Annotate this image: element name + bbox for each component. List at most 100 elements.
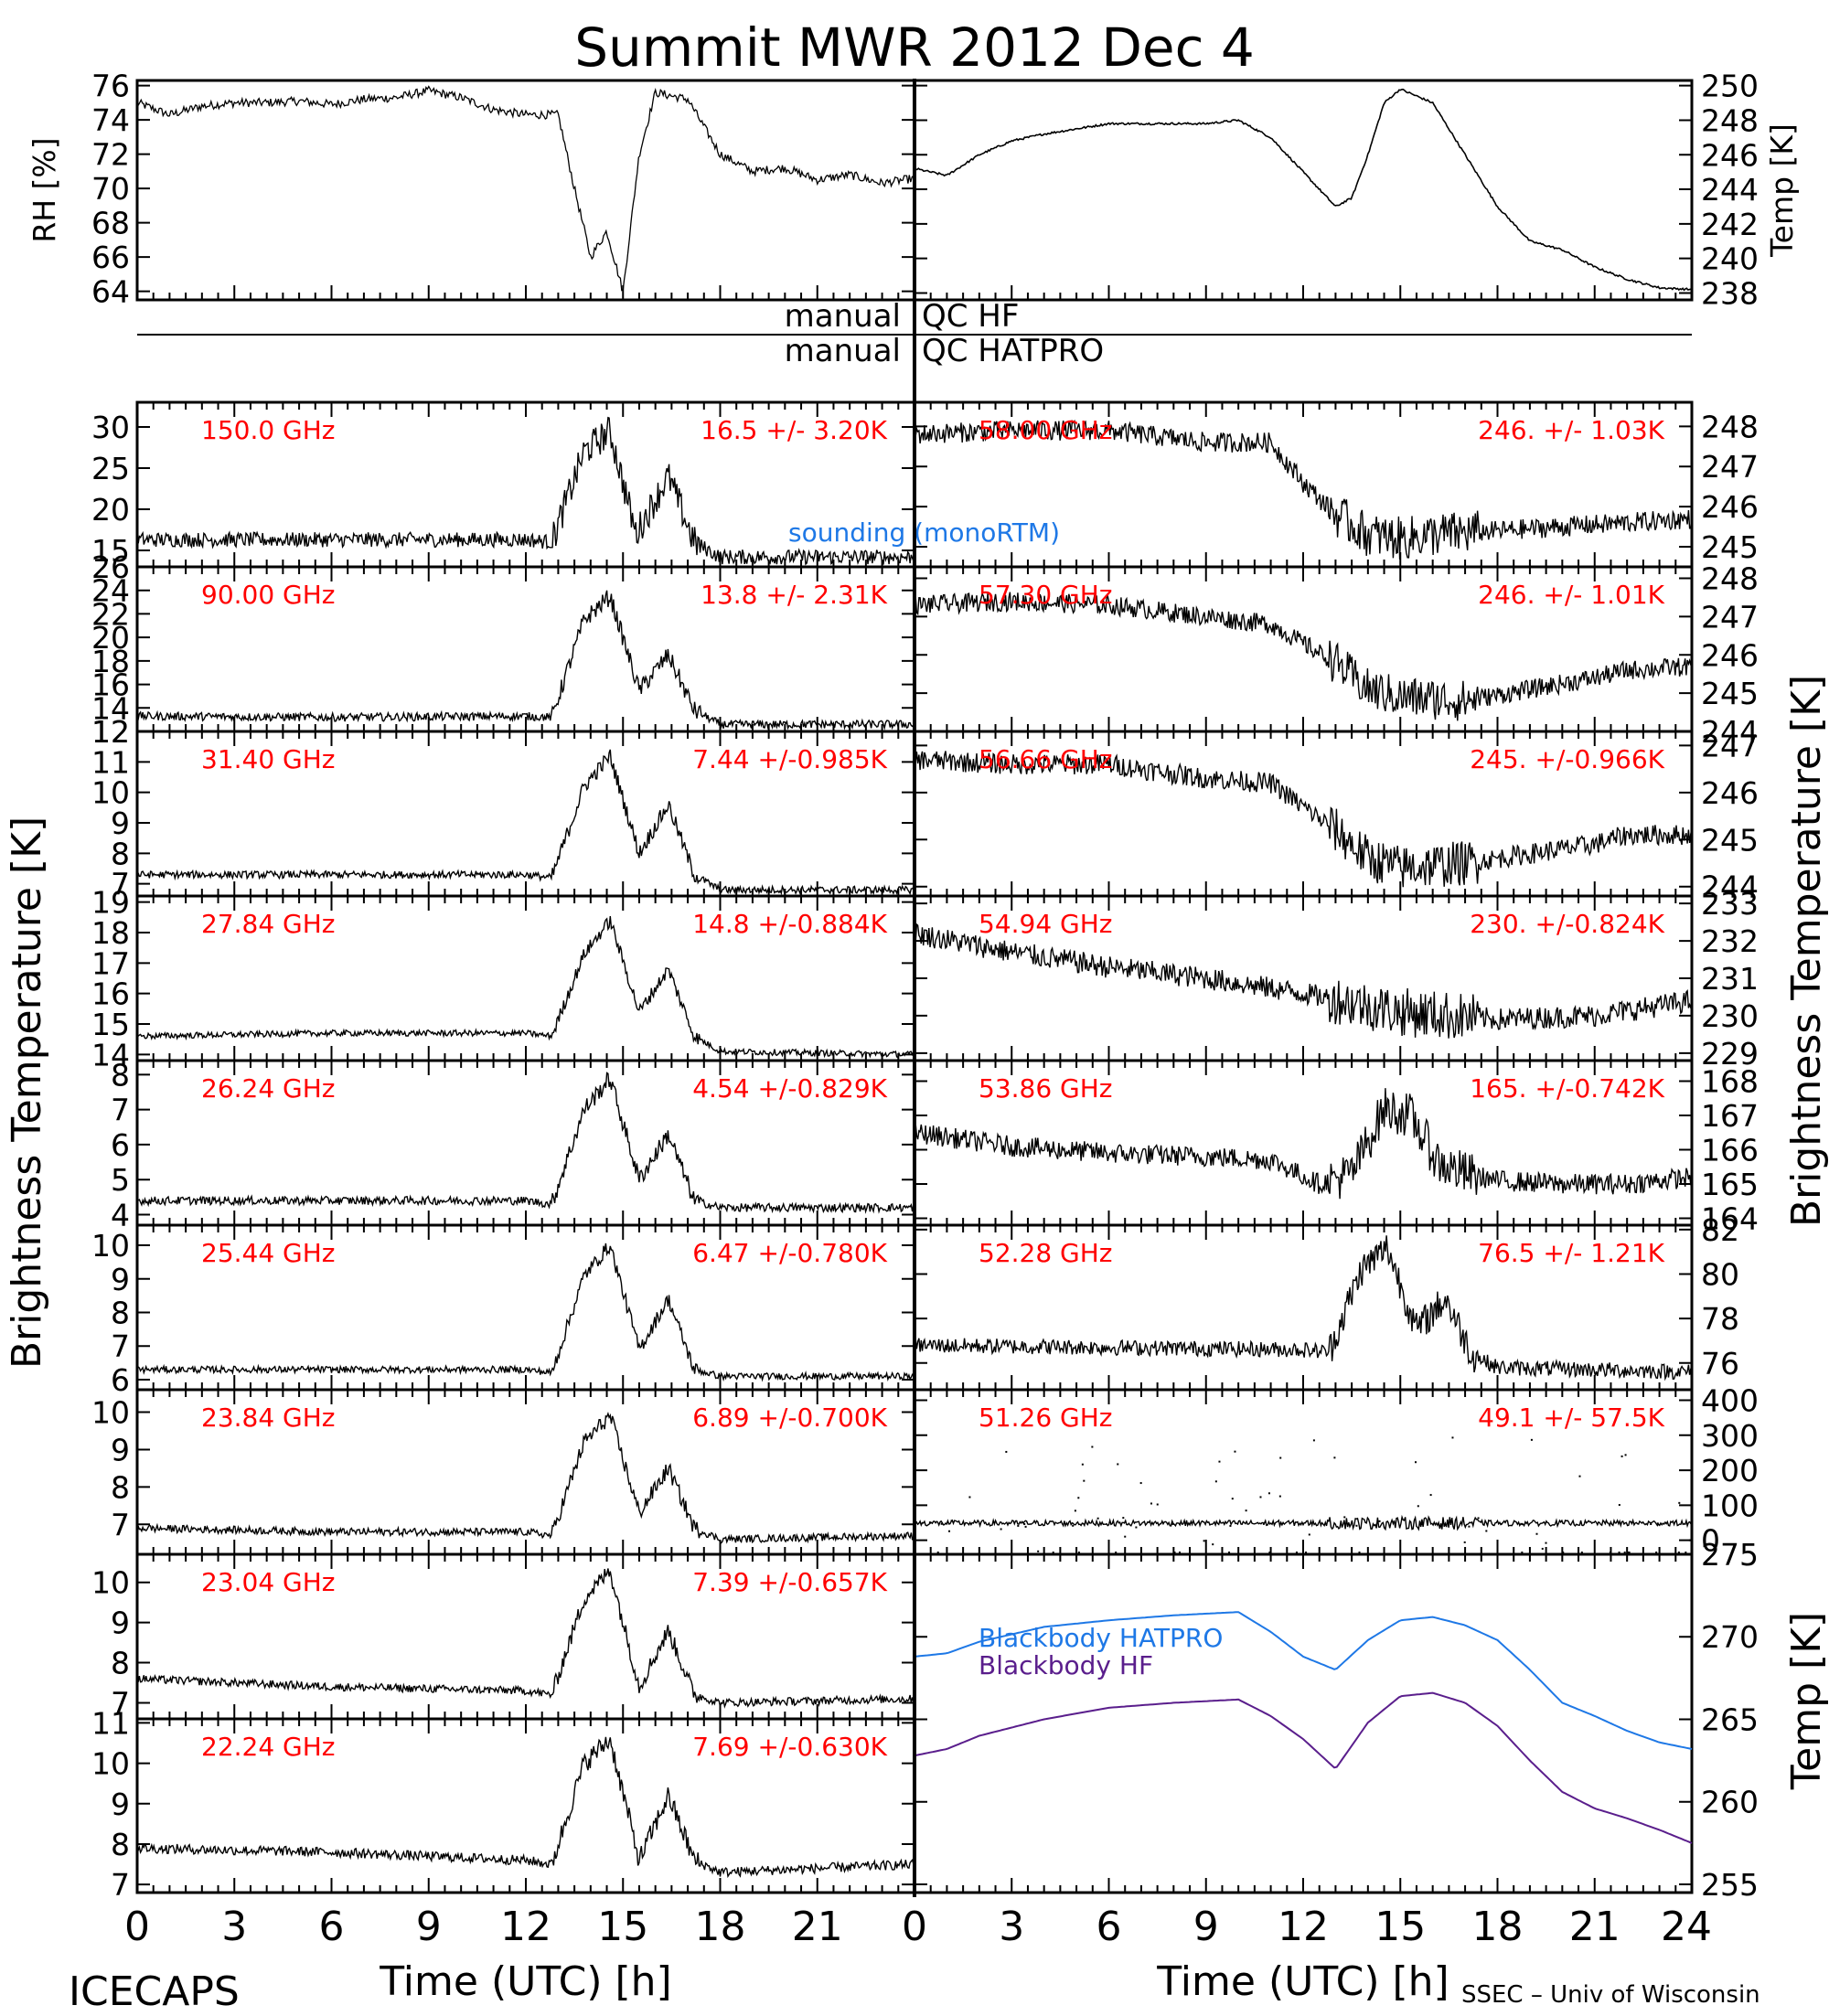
panel-150-y-ticks [137, 426, 914, 551]
panel-51-26-scatter-point [968, 1496, 971, 1499]
panel-54-94-ytick-label: 230 [1701, 998, 1759, 1034]
panel-26-24-freq-label: 26.24 GHz [201, 1073, 336, 1104]
panel-51-26-scatter-point [1052, 1552, 1054, 1553]
panel-51-26-scatter-point [1117, 1463, 1119, 1466]
panel-56-66-stat-label: 245. +/-0.966K [1470, 744, 1664, 774]
panel-56-66-ytick-label: 245 [1701, 822, 1759, 858]
panel-150-x-ticks [136, 402, 915, 567]
panel-51-26-freq-label: 51.26 GHz [979, 1403, 1113, 1433]
panel-51-26-scatter-point [1618, 1504, 1620, 1507]
panel-51-26-scatter-point [1620, 1455, 1623, 1457]
panel-22-24-ytick-label: 9 [111, 1787, 130, 1822]
rh-panel-ytick-label: 76 [91, 69, 130, 104]
panel-51-26-scatter-point [1081, 1463, 1084, 1466]
panel-56-66-ytick-label: 244 [1701, 869, 1759, 905]
panel-23-04-ytick-label: 7 [111, 1685, 130, 1721]
panel-27-84-ytick-label: 14 [91, 1037, 130, 1072]
panel-90-stat-label: 13.8 +/- 2.31K [701, 580, 887, 610]
panel-51-26-scatter-point [1650, 1522, 1653, 1525]
panel-22-24-ytick-label: 8 [111, 1827, 130, 1862]
panel-23-04-y-ticks [137, 1581, 914, 1704]
panel-51-26-scatter-point [1477, 1517, 1480, 1520]
x-tick-label-right: 18 [1472, 1904, 1524, 1950]
temp-panel-x-ticks [914, 285, 1693, 300]
panel-56-66-y-ticks [914, 744, 1692, 888]
panel-53-86-ytick-label: 166 [1701, 1133, 1759, 1168]
panel-51-26-scatter-point [1083, 1479, 1086, 1482]
panel-52-28-series-line [914, 1235, 1693, 1381]
panel-53-86-series-line [914, 1088, 1693, 1200]
panel-51-26-scatter-point [1262, 1522, 1265, 1525]
panel-51-26-scatter-point [1358, 1552, 1361, 1553]
panel-51-26-scatter-point [1279, 1456, 1282, 1459]
panel-27-84-ytick-label: 18 [91, 915, 130, 951]
panel-52-28-ytick-label: 82 [1701, 1212, 1739, 1248]
panel-51-26-scatter-point [1278, 1495, 1281, 1498]
panel-23-04-series-line [136, 1568, 915, 1710]
panel-90-ytick-label: 20 [91, 620, 130, 656]
panel-150-freq-label: 150.0 GHz [201, 415, 336, 445]
panel-51-26-scatter-point [1343, 1516, 1346, 1519]
rh-panel-y-ticks [137, 84, 914, 293]
rh-panel-ytick-label: 72 [91, 137, 130, 173]
panel-51-26-scatter-point [1468, 1525, 1471, 1528]
panel-51-26-y-ticks [914, 1399, 1692, 1541]
footer-ssec: SSEC – Univ of Wisconsin [1461, 1981, 1760, 2009]
panel-26-24-ytick-label: 8 [111, 1057, 130, 1093]
panel-25-44-series-line [136, 1243, 915, 1382]
panel-23-84-x-ticks [136, 1390, 915, 1554]
x-axis-label-left: Time (UTC) [h] [379, 1958, 671, 2005]
rh-panel-ytick-label: 70 [91, 171, 130, 207]
panel-51-26-series-line [914, 1514, 1693, 1531]
panel-51-26-scatter-point [1156, 1503, 1159, 1506]
panel-51-26-scatter-point [1308, 1533, 1310, 1536]
panel-51-26-ytick-label: 100 [1701, 1488, 1759, 1523]
panel-90-ytick-label: 24 [91, 573, 130, 609]
panel-51-26-scatter-point [1628, 1552, 1631, 1553]
x-tick-label-right: 9 [1193, 1904, 1219, 1950]
panel-51-26-scatter-point [1623, 1552, 1626, 1553]
blackbody-panel-ytick-label: 275 [1701, 1537, 1759, 1573]
panel-51-26-scatter-point [1077, 1497, 1080, 1499]
panel-90-ytick-label: 26 [91, 549, 130, 585]
panel-23-84-y-ticks [137, 1411, 914, 1526]
panel-54-94-series-line [914, 923, 1693, 1039]
panel-58-ytick-label: 248 [1701, 409, 1759, 444]
legend-blackbody-hf: Blackbody HF [979, 1650, 1153, 1680]
x-axis-label-right: Time (UTC) [h] [1156, 1958, 1449, 2005]
panel-51-26-scatter-point [1417, 1505, 1419, 1508]
panel-23-04-freq-label: 23.04 GHz [201, 1567, 336, 1597]
panel-51-26-scatter-point [1295, 1552, 1298, 1553]
panel-51-26-scatter-point [1135, 1526, 1138, 1529]
panel-51-26-scatter-point [1228, 1552, 1231, 1553]
panel-27-84-stat-label: 14.8 +/-0.884K [692, 909, 887, 939]
panel-51-26-scatter-point [1541, 1547, 1544, 1550]
panel-51-26-scatter-point [1115, 1552, 1118, 1553]
panel-58-ytick-label: 246 [1701, 489, 1759, 525]
panel-51-26-scatter-point [1521, 1522, 1524, 1525]
panel-51-26-scatter-point [1485, 1530, 1488, 1532]
panel-57-stat-label: 246. +/- 1.01K [1478, 580, 1664, 610]
panel-51-26-scatter-point [1234, 1450, 1236, 1453]
qc-manual-label-1: manual [785, 298, 901, 335]
panel-58-freq-label: 58.00 GHz [979, 415, 1113, 445]
panel-51-26-scatter-point [1305, 1552, 1308, 1553]
panel-31-4-ytick-label: 11 [91, 744, 130, 780]
panel-53-86-ytick-label: 165 [1701, 1167, 1759, 1202]
panel-51-26-scatter-point [940, 1522, 943, 1525]
panel-51-26-scatter-point [1655, 1552, 1658, 1553]
panel-90-ytick-label: 18 [91, 644, 130, 679]
x-tick-label-left: 15 [597, 1904, 648, 1950]
panel-25-44-freq-label: 25.44 GHz [201, 1238, 336, 1268]
panel-53-86-ytick-label: 168 [1701, 1064, 1759, 1100]
panel-23-84-stat-label: 6.89 +/-0.700K [692, 1403, 887, 1433]
panel-57-ytick-label: 244 [1701, 714, 1759, 750]
x-tick-label-right: 12 [1278, 1904, 1329, 1950]
panel-31-4-stat-label: 7.44 +/-0.985K [692, 744, 887, 774]
panel-150-ytick-label: 25 [91, 451, 130, 486]
panel-51-26-scatter-point [1037, 1550, 1040, 1552]
panel-51-26-scatter-point [1212, 1543, 1214, 1546]
panel-23-04-x-ticks [136, 1554, 915, 1719]
panel-54-94-ytick-label: 231 [1701, 961, 1759, 997]
panel-54-94-ytick-label: 233 [1701, 886, 1759, 922]
